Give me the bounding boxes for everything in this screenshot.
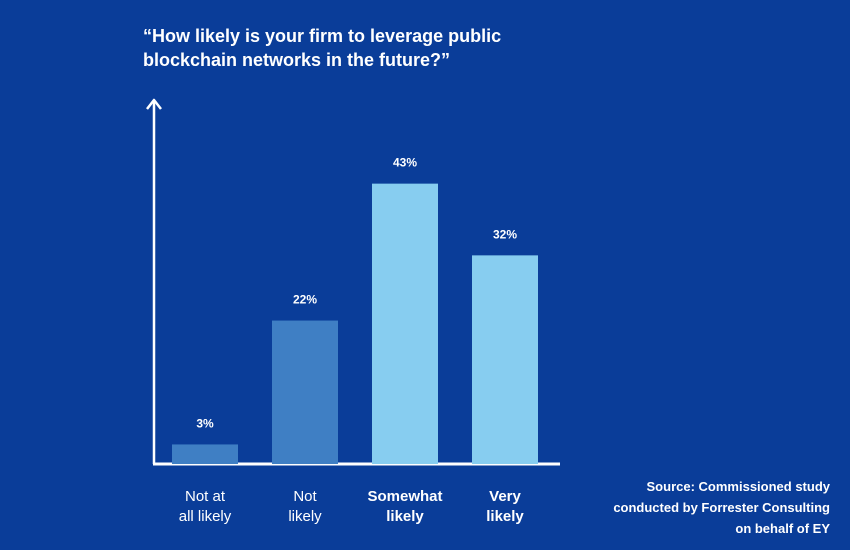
category-label-line: Very [489, 488, 521, 505]
source-note: Source: Commissioned study conducted by … [570, 476, 830, 539]
category-label: Somewhat likely [367, 488, 442, 525]
bar [272, 320, 338, 464]
source-line: conducted by Forrester Consulting [613, 500, 830, 515]
category-label-line: all likely [179, 508, 232, 525]
category-label-line: likely [288, 508, 322, 525]
bar-group [172, 183, 538, 464]
source-line: on behalf of EY [735, 521, 830, 536]
category-label-line: Not at [185, 488, 226, 505]
category-label: Not likely [288, 488, 322, 525]
category-label-line: Not [293, 488, 317, 505]
data-label: 43% [393, 156, 417, 170]
data-label: 22% [293, 293, 317, 307]
data-label: 3% [196, 416, 214, 430]
source-line: Source: Commissioned study [646, 479, 830, 494]
data-label: 32% [493, 227, 517, 241]
bar [472, 255, 538, 464]
bar [372, 183, 438, 464]
category-label-line: likely [386, 508, 424, 525]
category-label: Not at all likely [179, 488, 232, 525]
bar [172, 444, 238, 464]
category-label-line: Somewhat [367, 488, 442, 505]
y-axis-arrow-icon [146, 98, 162, 110]
chart-title: “How likely is your firm to leverage pub… [143, 26, 502, 70]
value-labels: 3% 22% 43% 32% [196, 156, 517, 431]
category-label: Very likely [486, 488, 524, 525]
category-label-line: likely [486, 508, 524, 525]
